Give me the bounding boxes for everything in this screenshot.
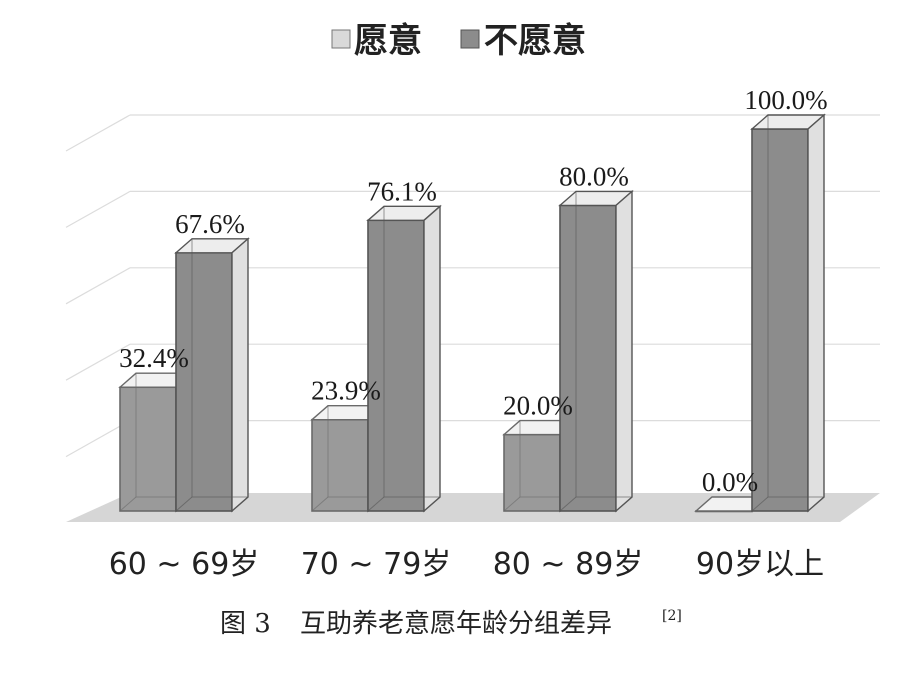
chart-floor xyxy=(66,493,880,522)
bar-0-3 xyxy=(694,496,770,513)
bar-depth-edge xyxy=(367,496,385,512)
category-label: 80 ~ 89岁 xyxy=(493,547,644,582)
bar-side xyxy=(423,204,441,513)
bar-1-3 xyxy=(750,113,826,513)
bar-depth-edge xyxy=(119,496,137,512)
category-label: 90岁以上 xyxy=(696,547,824,582)
grid-lines xyxy=(65,114,880,458)
bar-front xyxy=(175,251,233,512)
bar-1-2 xyxy=(558,189,634,513)
bar-side xyxy=(807,113,825,513)
legend-label-unwilling: 不愿意 xyxy=(484,21,586,61)
bar-front xyxy=(311,418,369,512)
bar-side xyxy=(231,237,249,513)
bar-front xyxy=(367,219,425,512)
data-label: 20.0% xyxy=(503,391,573,421)
bars xyxy=(118,113,826,513)
data-label: 0.0% xyxy=(702,467,758,497)
data-label: 23.9% xyxy=(311,376,381,406)
grid-line-side xyxy=(65,267,131,305)
grid-line-side xyxy=(65,190,131,228)
data-label: 32.4% xyxy=(119,343,189,373)
figure-caption: 图 3 互助养老意愿年龄分组差异 [2] xyxy=(220,608,682,639)
bar-side xyxy=(615,189,633,513)
bar-front xyxy=(503,433,561,512)
floor-plane xyxy=(66,493,880,522)
bar-depth-edge xyxy=(559,496,577,512)
legend-swatch-willing xyxy=(331,29,351,49)
bar-front xyxy=(751,128,809,512)
category-labels: 60 ~ 69岁 70 ~ 79岁 80 ~ 89岁 90岁以上 xyxy=(109,547,824,582)
category-label: 60 ~ 69岁 xyxy=(109,547,260,582)
bar-front xyxy=(119,386,177,512)
bar-depth-edge xyxy=(175,496,193,512)
legend-label-willing: 愿意 xyxy=(354,21,422,61)
bar-depth-edge xyxy=(311,496,329,512)
data-label: 67.6% xyxy=(175,209,245,239)
data-label: 80.0% xyxy=(559,161,629,191)
bar-depth-edge xyxy=(503,496,521,512)
data-label: 76.1% xyxy=(367,176,437,206)
data-label: 100.0% xyxy=(744,85,827,115)
caption-figure-number: 图 3 xyxy=(220,609,271,639)
grid-line-side xyxy=(65,114,131,152)
legend-swatch-unwilling xyxy=(460,29,480,49)
data-labels: 32.4% 67.6% 23.9% 76.1% 20.0% 80.0% 0.0% 100.0% xyxy=(119,85,828,497)
category-label: 70 ~ 79岁 xyxy=(301,547,452,582)
caption-reference: [2] xyxy=(662,608,682,624)
bar-1-1 xyxy=(366,204,442,513)
legend: 愿意 不愿意 xyxy=(331,21,586,61)
caption-text: 互助养老意愿年龄分组差异 xyxy=(300,609,612,639)
bar-1-0 xyxy=(174,237,250,513)
bar-front xyxy=(559,204,617,512)
bar-depth-edge xyxy=(751,496,769,512)
grid-line-side xyxy=(65,343,131,381)
